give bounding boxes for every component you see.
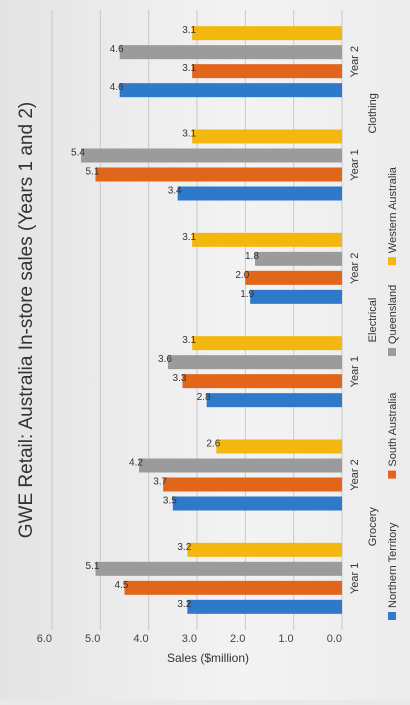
tick-label: 1.0 — [278, 633, 293, 645]
data-label: 4.5 — [115, 580, 129, 591]
tick-label: 4.0 — [133, 633, 148, 645]
legend-swatch — [388, 348, 396, 357]
bar — [187, 599, 342, 614]
bar — [182, 374, 342, 389]
data-label: 4.6 — [110, 44, 124, 55]
data-label: 5.1 — [86, 167, 100, 178]
bar — [119, 83, 342, 98]
legend-label: Queensland — [387, 285, 399, 344]
category-label: Year 2 — [349, 253, 361, 284]
bar — [192, 64, 342, 79]
legend-swatch — [388, 612, 396, 620]
group-label: Clothing — [367, 93, 379, 133]
bar — [124, 580, 342, 595]
bar — [250, 289, 343, 304]
bar — [81, 148, 342, 163]
data-label: 2.6 — [206, 439, 220, 450]
bar — [119, 45, 342, 60]
value-axis-label: Sales ($million) — [167, 651, 249, 665]
category-label: Year 1 — [349, 356, 361, 387]
category-label: Year 1 — [349, 563, 361, 594]
group-label: Electrical — [367, 298, 379, 343]
bar — [192, 232, 342, 247]
bar — [245, 270, 342, 285]
data-label: 3.5 — [163, 496, 177, 507]
bar — [139, 458, 342, 473]
bar — [192, 129, 342, 144]
data-label: 5.1 — [86, 561, 100, 572]
group-label: Grocery — [367, 507, 379, 547]
bar — [95, 561, 342, 576]
data-label: 4.2 — [129, 458, 143, 469]
legend-swatch — [388, 470, 396, 479]
category-label: Year 2 — [349, 46, 361, 77]
bar — [177, 186, 342, 201]
data-label: 3.7 — [153, 477, 167, 488]
bar — [255, 251, 342, 266]
category-label: Year 1 — [349, 149, 361, 180]
legend-label: Western Australia — [387, 166, 399, 253]
chart-title: GWE Retail: Australia In-store sales (Ye… — [16, 102, 37, 539]
data-label: 1.8 — [245, 251, 259, 262]
tick-label: 5.0 — [85, 633, 100, 645]
data-label: 3.6 — [158, 354, 172, 365]
bar — [172, 496, 342, 511]
bar — [168, 355, 342, 370]
legend-label: Northern Territory — [387, 522, 399, 608]
bar — [95, 167, 342, 182]
bar — [187, 542, 342, 557]
data-label: 3.4 — [168, 186, 182, 197]
bar — [192, 26, 342, 41]
tick-label: 6.0 — [37, 633, 52, 645]
data-label: 3.2 — [177, 599, 191, 610]
data-label: 5.4 — [71, 148, 85, 159]
bar — [206, 393, 342, 408]
bar — [216, 439, 342, 454]
bar — [163, 477, 342, 492]
tick-label: 3.0 — [182, 633, 197, 645]
tick-label: 2.0 — [230, 633, 245, 645]
legend-swatch — [388, 257, 396, 266]
data-label: 3.1 — [182, 232, 196, 243]
tick-label: 0.0 — [327, 633, 342, 645]
data-label: 3.1 — [182, 63, 196, 74]
data-label: 3.1 — [182, 129, 196, 140]
data-label: 3.3 — [173, 373, 187, 384]
bar — [192, 336, 342, 351]
category-label: Year 2 — [349, 459, 361, 490]
data-label: 4.6 — [110, 82, 124, 93]
legend-label: South Australia — [387, 392, 399, 467]
data-label: 1.9 — [240, 289, 254, 300]
data-label: 3.1 — [182, 25, 196, 36]
data-label: 2.0 — [235, 270, 249, 281]
data-label: 2.8 — [197, 392, 211, 403]
data-label: 3.1 — [182, 335, 196, 346]
data-label: 3.2 — [177, 542, 191, 553]
